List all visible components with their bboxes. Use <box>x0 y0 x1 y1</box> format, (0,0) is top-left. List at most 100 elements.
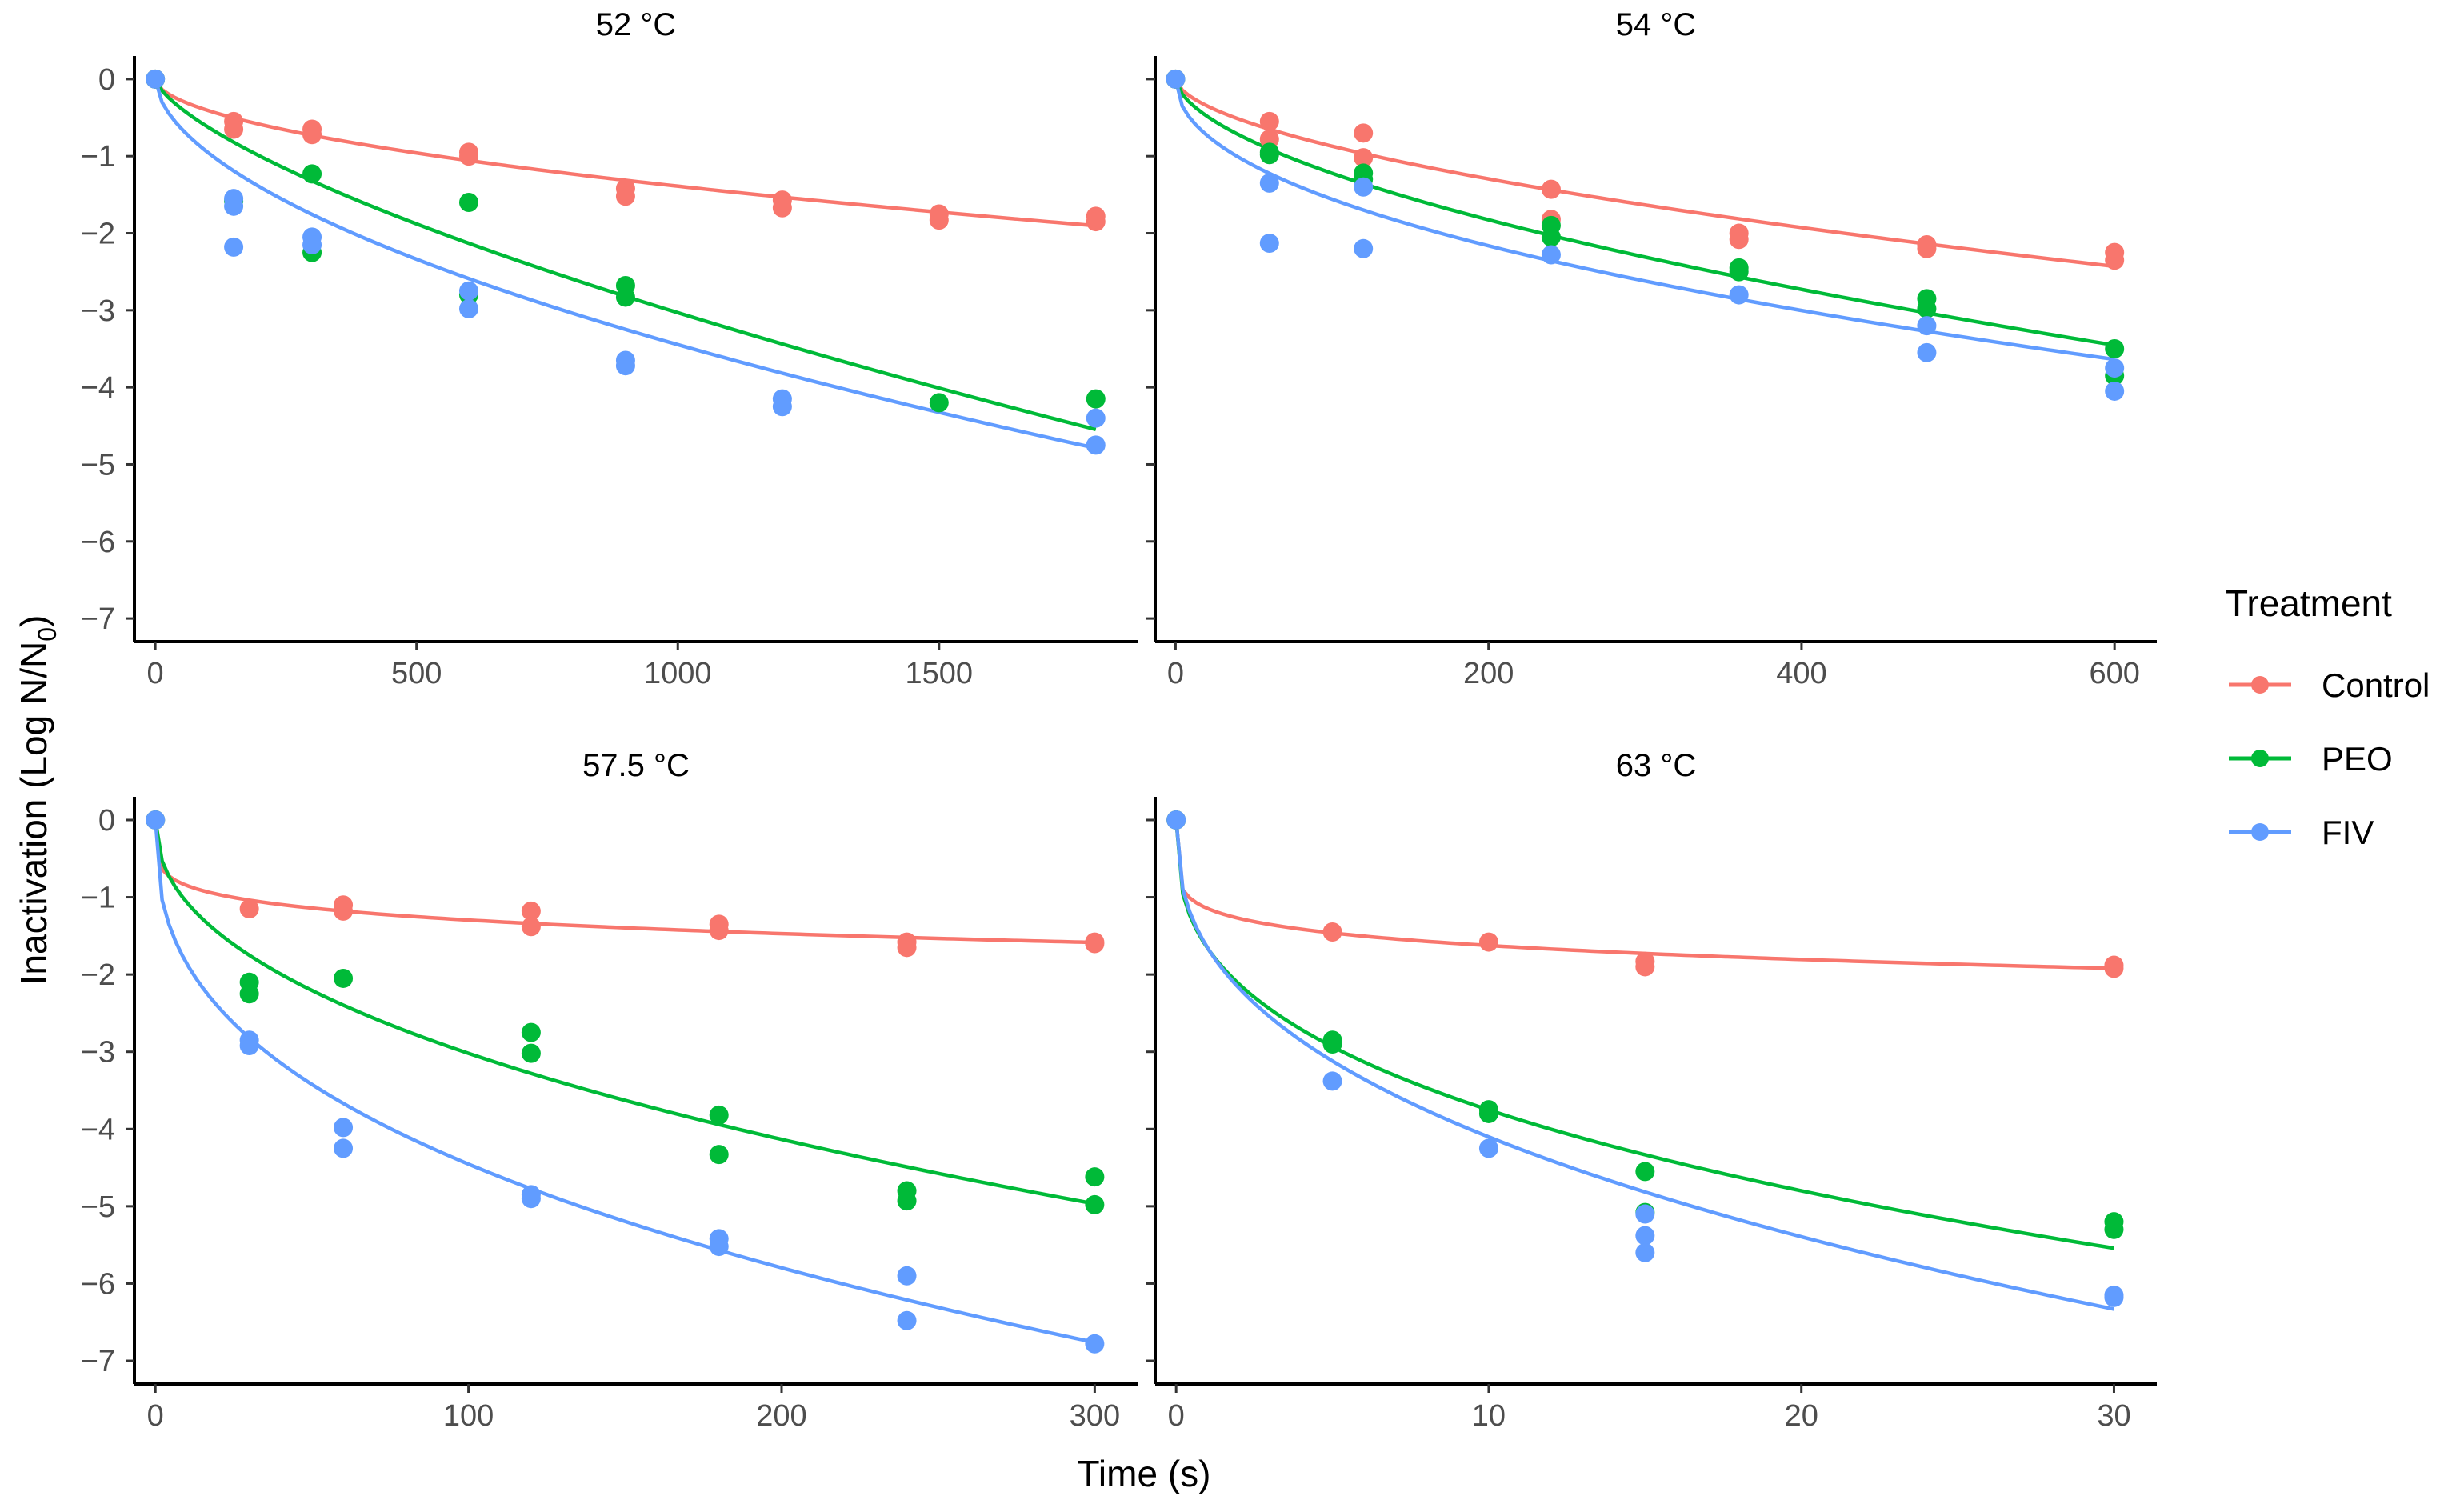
panel-52-c-peo-point <box>615 287 635 307</box>
panel-52-c-y-tick-label: −3 <box>81 294 115 328</box>
panel-57-5-c-x-tick-label: 0 <box>147 1399 164 1433</box>
panel-54-c-control-point <box>2105 250 2125 270</box>
panel-57-5-c-peo-point <box>521 1022 541 1042</box>
panel-63-c-fiv-point <box>1635 1204 1655 1224</box>
panel-52-c: 52 °C 0 −1 −2 −3 −4 −5 −6 −7 0 500 1000 1500 <box>81 7 1138 690</box>
panel-54-c-fiv-point <box>2105 358 2125 378</box>
panel-57-5-c-title: 57.5 °C <box>582 748 690 783</box>
panel-57-5-c-fiv-point <box>334 1138 354 1158</box>
panel-63-c-fiv-point <box>2104 1287 2124 1307</box>
panel-54-c-peo-point <box>2105 339 2125 358</box>
panel-52-c-fiv-point <box>615 356 635 376</box>
y-axis-label-main: Inactivation (Log N/N <box>13 642 54 986</box>
panel-52-c-fiv-point <box>459 298 478 318</box>
panel-54-c-control-point <box>1354 123 1374 143</box>
panel-63-c-title: 63 °C <box>1616 748 1697 783</box>
panel-57-5-c-control-point <box>521 917 541 937</box>
panel-52-c-peo-point <box>302 164 322 184</box>
legend-label: FIV <box>2322 814 2374 851</box>
panel-63-c-x-tick-label: 20 <box>1785 1399 1818 1433</box>
panel-57-5-c-fiv-point <box>709 1237 729 1257</box>
panel-52-c-y-tick-label: −5 <box>81 448 115 482</box>
panel-63-c-control-point <box>1635 957 1655 977</box>
panel-63-c-x-tick-label: 0 <box>1168 1399 1185 1433</box>
legend-key-point <box>2251 676 2269 694</box>
panel-52-c-y-tick-label: −2 <box>81 218 115 251</box>
panel-52-c-fiv-fit-line <box>153 78 1097 450</box>
panel-57-5-c: 57.5 °C 0 −1 −2 −3 −4 −5 −6 −7 0 100 200 300 <box>81 748 1138 1433</box>
panel-63-c-x-tick-label: 30 <box>2097 1399 2130 1433</box>
panel-54-c-x-tick-label: 0 <box>1167 657 1184 690</box>
panel-57-5-c-y-tick-label: −6 <box>81 1267 115 1301</box>
panel-52-c-peo-point <box>1086 389 1106 409</box>
panel-57-5-c-y-tick-label: −4 <box>81 1113 115 1146</box>
panel-57-5-c-peo-point <box>897 1191 917 1211</box>
panel-57-5-c-y-tick-label: −2 <box>81 958 115 992</box>
panel-63-c-fiv-point <box>1166 810 1186 830</box>
panel-54-c-x-tick-label: 400 <box>1776 657 1826 690</box>
panel-52-c-fiv-point <box>224 237 244 257</box>
panel-63-c-x-tick-label: 10 <box>1472 1399 1506 1433</box>
panel-63-c-control-point <box>1322 922 1342 942</box>
panel-63-c-fiv-point <box>1478 1138 1498 1158</box>
panel-57-5-c-y-tick-label: −1 <box>81 882 115 915</box>
panel-57-5-c-fiv-fit-line <box>153 819 1095 1345</box>
panel-52-c-control-point <box>615 186 635 206</box>
panel-57-5-c-control-point <box>709 921 729 941</box>
panel-57-5-c-peo-fit-line <box>153 819 1095 1206</box>
panel-63-c-fiv-point <box>1635 1242 1655 1262</box>
panel-57-5-c-fiv-point <box>897 1266 917 1286</box>
panel-57-5-c-peo-point <box>334 968 354 988</box>
panel-63-c-fiv-point <box>1635 1226 1655 1246</box>
panel-57-5-c-y-tick-label: 0 <box>98 804 115 838</box>
panel-57-5-c-peo-point <box>1085 1194 1105 1214</box>
panel-63-c-fiv-fit-line <box>1174 819 2114 1311</box>
panel-52-c-control-point <box>1086 212 1106 232</box>
panel-63-c-peo-point <box>1635 1162 1655 1182</box>
panel-52-c-x-tick-label: 0 <box>147 657 164 690</box>
panel-52-c-control-point <box>929 210 949 230</box>
panel-63-c-control-fit-line <box>1174 819 2114 970</box>
legend-item-fiv: FIV <box>2229 814 2374 851</box>
panel-57-5-c-fiv-point <box>334 1118 354 1138</box>
panel-52-c-control-point <box>772 198 792 218</box>
panel-57-5-c-peo-point <box>709 1105 729 1125</box>
x-axis-label: Time (s) <box>1078 1453 1211 1494</box>
panel-57-5-c-y-tick-label: −5 <box>81 1190 115 1224</box>
panel-57-5-c-peo-point <box>239 984 259 1004</box>
panel-52-c-x-tick-label: 500 <box>391 657 442 690</box>
y-axis-label-subscript: 0 <box>33 627 62 642</box>
panel-57-5-c-control-point <box>1085 934 1105 954</box>
panel-63-c-fiv-point <box>1322 1071 1342 1091</box>
panel-52-c-y-tick-label: 0 <box>98 63 115 97</box>
panel-54-c-fiv-point <box>1259 234 1279 254</box>
panel-52-c-fiv-point <box>1086 408 1106 428</box>
legend-key-point <box>2251 823 2269 841</box>
panel-54-c-control-point <box>1917 238 1937 258</box>
panel-54-c-fiv-point <box>2105 381 2125 401</box>
panel-52-c-y-tick-label: −4 <box>81 371 115 405</box>
panel-57-5-c-x-tick-label: 200 <box>756 1399 806 1433</box>
panel-63-c-peo-point <box>2104 1219 2124 1239</box>
panel-54-c-control-point <box>1541 179 1561 199</box>
panel-54-c-peo-fit-line <box>1174 78 2115 347</box>
panel-52-c-y-tick-label: −1 <box>81 140 115 174</box>
legend-label: PEO <box>2322 740 2393 778</box>
panel-54-c-fiv-point <box>1354 177 1374 197</box>
panel-54-c-fiv-point <box>1917 316 1937 336</box>
panel-52-c-control-point <box>224 119 244 139</box>
panel-57-5-c-control-fit-line <box>153 819 1095 945</box>
panel-63-c: 63 °C 0 10 20 30 <box>1146 748 2157 1433</box>
panel-52-c-fiv-point <box>302 234 322 254</box>
panel-57-5-c-control-point <box>897 938 917 958</box>
y-axis-label-end: ) <box>13 615 54 627</box>
panel-57-5-c-control-point <box>334 901 354 921</box>
panel-52-c-control-point <box>459 146 478 166</box>
panel-57-5-c-peo-point <box>521 1043 541 1063</box>
panel-52-c-control-point <box>302 125 322 145</box>
panel-54-c-fiv-point <box>1917 342 1937 362</box>
panel-54-c-control-point <box>1354 148 1374 168</box>
panel-52-c-title: 52 °C <box>596 7 677 42</box>
